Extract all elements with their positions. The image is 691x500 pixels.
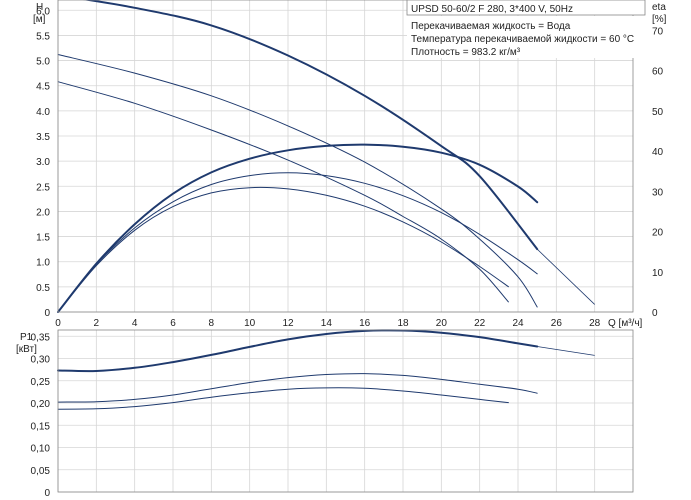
top-chart-series [57, 0, 595, 313]
head-curve-1 [82, 0, 539, 251]
eta-curve-2 [57, 172, 538, 313]
head-tick-label: 2.0 [36, 207, 50, 218]
eta-axis-unit: [%] [652, 14, 667, 25]
eta-tick-label: 30 [652, 187, 664, 198]
bottom-chart-ticks: 0 0,05 0,10 0,15 0,20 0,25 0,30 0,35 [31, 332, 51, 499]
head-tick-label: 4.0 [36, 107, 50, 118]
eta-tick-label: 40 [652, 147, 664, 158]
power-tick-label: 0,30 [31, 355, 51, 366]
x-tick-label: 26 [551, 318, 563, 329]
head-tick-label: 1.0 [36, 258, 50, 269]
power-tick-label: 0,20 [31, 399, 51, 410]
chart-title: UPSD 50-60/2 F 280, 3*400 V, 50Hz [411, 4, 573, 15]
info-line-temperature: Температура перекачиваемой жидкости = 60… [411, 34, 634, 45]
x-tick-label: 4 [132, 318, 138, 329]
info-line-fluid: Перекачиваемая жидкость = Вода [411, 21, 571, 32]
x-tick-label: 10 [244, 318, 256, 329]
title-box [406, 0, 646, 16]
head-tick-label: 0.5 [36, 283, 50, 294]
head-axis-unit: [м] [33, 14, 46, 25]
eta-tick-label: 0 [652, 308, 658, 319]
bottom-plot-frame [57, 329, 634, 493]
head-axis-label: H [36, 2, 43, 13]
eta-axis-label: eta [652, 2, 666, 13]
info-line-density: Плотность = 983.2 кг/м³ [411, 47, 521, 58]
x-tick-label: 22 [474, 318, 486, 329]
eta-tick-label: 60 [652, 67, 664, 78]
power-tick-label: 0,05 [31, 466, 51, 477]
eta-tick-label: 20 [652, 228, 664, 239]
head-tick-label: 1.5 [36, 233, 50, 244]
power-tick-label: 0,25 [31, 377, 51, 388]
x-tick-label: 6 [170, 318, 176, 329]
x-tick-label: 14 [321, 318, 333, 329]
eta-tick-label: 50 [652, 107, 664, 118]
bottom-chart-series [57, 329, 595, 410]
x-tick-label: 28 [589, 318, 601, 329]
power-curve-3 [57, 387, 509, 410]
power-axis-label: P1 [20, 332, 33, 343]
x-tick-label: 20 [436, 318, 448, 329]
power-axis-unit: [кВт] [16, 344, 37, 355]
head-tick-label: 4.5 [36, 82, 50, 93]
head-tick-label: 5.5 [36, 31, 50, 42]
head-tick-label: 5.0 [36, 57, 50, 68]
head-tick-label: 6.0 [36, 6, 50, 17]
power-curve-1-extension [537, 346, 595, 356]
eta-tick-label: 70 [652, 26, 664, 37]
power-curve-2 [57, 373, 538, 403]
head-curve-2 [57, 54, 538, 308]
power-tick-label: 0,35 [31, 332, 51, 343]
x-tick-label: 16 [359, 318, 371, 329]
head-tick-label: 3.5 [36, 132, 50, 143]
power-tick-label: 0 [44, 488, 50, 499]
power-curve-1 [57, 329, 539, 373]
top-chart-ticks: 0 2 4 6 8 10 12 14 16 18 20 22 24 26 2800.51.01.52.02.… [36, 6, 664, 329]
head-tick-label: 2.5 [36, 182, 50, 193]
x-tick-label: 24 [512, 318, 524, 329]
info-box [407, 16, 645, 58]
head-curve-1-extension [536, 248, 595, 305]
head-curve-3 [57, 81, 509, 303]
power-tick-label: 0,10 [31, 444, 51, 455]
x-tick-label: 18 [397, 318, 409, 329]
head-tick-label: 0 [44, 308, 50, 319]
x-tick-label: 12 [282, 318, 294, 329]
top-plot-frame [57, 0, 634, 313]
eta-curve-1 [57, 143, 539, 313]
eta-curve-3 [57, 186, 509, 313]
x-tick-label: 0 [55, 318, 61, 329]
flow-axis-label: Q [м³/ч] [608, 318, 643, 329]
bottom-chart-grid [57, 330, 633, 493]
eta-tick-label: 10 [652, 268, 664, 279]
head-tick-label: 3.0 [36, 157, 50, 168]
power-tick-label: 0,15 [31, 421, 51, 432]
x-tick-label: 8 [209, 318, 215, 329]
x-tick-label: 2 [94, 318, 100, 329]
